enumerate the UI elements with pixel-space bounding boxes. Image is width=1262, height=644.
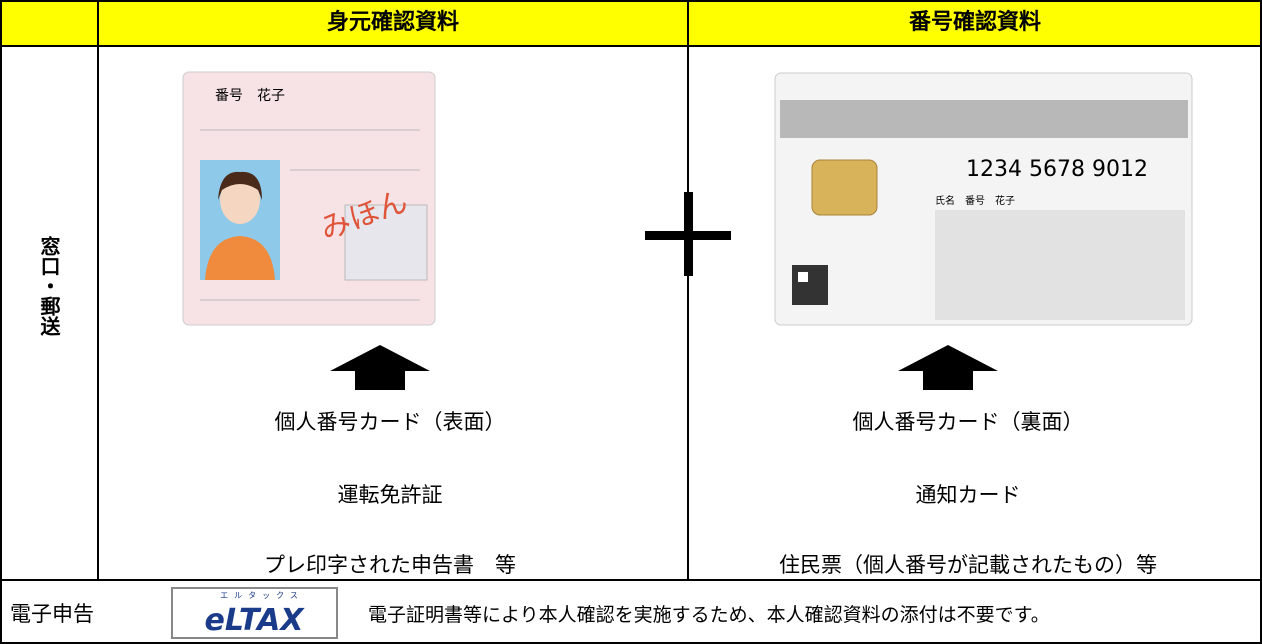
header-identity: 身元確認資料 (98, 0, 688, 46)
plus-sign (645, 192, 731, 276)
eltax-logo: エルタックス eLTAX (171, 587, 338, 639)
header-number: 番号確認資料 (688, 0, 1262, 46)
number-doc: 住民票（個人番号が記載されたもの）等 (779, 553, 1157, 577)
logo-text: eLTAX (205, 603, 306, 638)
identity-doc: プレ印字された申告書 等 (264, 553, 516, 577)
logo-ruby: エルタックス (220, 591, 304, 600)
number-doc: 通知カード (915, 483, 1021, 507)
card-name: 番号 花子 (215, 88, 285, 104)
side-label: 窓口・郵送 (37, 236, 61, 336)
identity-doc: 個人番号カード（表面） (274, 410, 506, 434)
card-front: 番号 花子 みほん (182, 71, 436, 326)
arrow-up (330, 345, 430, 390)
e-filing-note: 電子証明書等により本人確認を実施するため、本人確認資料の添付は不要です。 (368, 604, 1050, 626)
identity-doc: 運転免許証 (337, 483, 443, 507)
e-filing-label: 電子申告 (10, 602, 94, 626)
card-back: 1234 5678 9012 氏名 番号 花子 (774, 72, 1193, 326)
number-doc: 個人番号カード（裏面） (852, 410, 1084, 434)
arrow-up (898, 345, 998, 390)
card-back-name: 氏名 番号 花子 (935, 194, 1015, 207)
header-blank (0, 0, 98, 46)
card-number: 1234 5678 9012 (966, 157, 1148, 182)
